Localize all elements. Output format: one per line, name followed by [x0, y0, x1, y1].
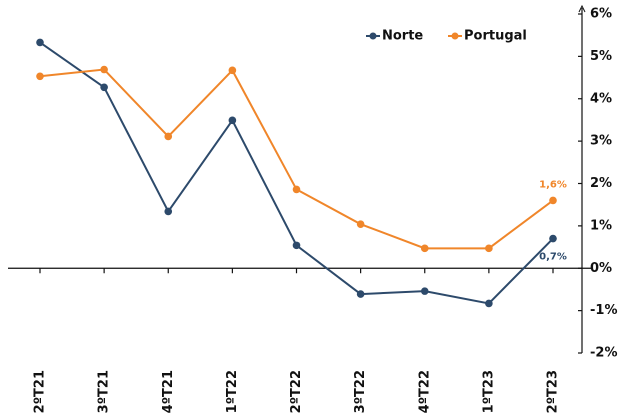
x-tick-label: 2ºT23 [546, 370, 561, 413]
point [228, 116, 237, 125]
x-tick-label: 4ºT21 [161, 370, 176, 413]
legend-marker [451, 32, 459, 40]
data-label: 1,6% [539, 179, 567, 190]
point [549, 234, 557, 243]
y-tick-label: 2% [590, 176, 612, 191]
legend-label: Portugal [464, 29, 527, 44]
x-tick-label: 1ºT23 [481, 370, 496, 413]
point [164, 207, 173, 216]
point [36, 38, 44, 47]
legend-label: Norte [382, 29, 423, 44]
y-tick-label: 0% [590, 261, 612, 276]
point [549, 196, 557, 205]
y-tick-label: 1% [590, 218, 612, 233]
point [292, 241, 301, 250]
point [228, 66, 237, 75]
point [164, 132, 173, 141]
y-tick-label: 5% [590, 49, 612, 64]
x-tick-label: 3ºT22 [353, 370, 368, 413]
x-tick-label: 2ºT22 [289, 370, 304, 413]
y-tick-label: -2% [590, 346, 617, 361]
point [36, 72, 44, 81]
y-tick-label: 3% [590, 134, 612, 149]
x-tick-label: 2ºT21 [33, 370, 48, 413]
point [485, 299, 493, 308]
y-tick-label: 6% [590, 7, 612, 22]
series-line [39, 68, 554, 250]
point [420, 244, 429, 253]
axis-arrow [578, 4, 586, 13]
point [485, 244, 493, 253]
point [100, 83, 108, 92]
x-tick-label: 1ºT22 [225, 370, 240, 413]
y-tick-label: 4% [590, 91, 612, 106]
point [356, 220, 365, 228]
x-tick-label: 3ºT21 [97, 370, 112, 413]
legend-marker [369, 32, 377, 40]
y-tick-label: -1% [590, 303, 617, 318]
point [356, 290, 365, 298]
point [420, 287, 429, 295]
data-label: 0,7% [539, 252, 567, 263]
point [292, 185, 301, 194]
point [100, 65, 108, 74]
x-tick-label: 4ºT22 [417, 370, 432, 413]
